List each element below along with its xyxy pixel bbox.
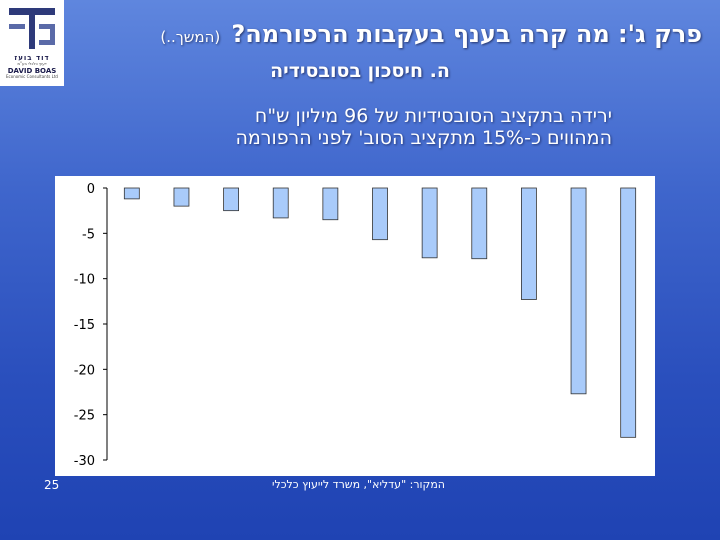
title-continued: (המשך..) [160, 28, 221, 46]
bar-10 [570, 187, 587, 395]
description: ירידה בתקציב הסובסידיות של 96 מיליון ש"ח… [235, 105, 612, 149]
logo-sub-en: Economic Consultants Ltd [6, 73, 58, 79]
company-logo: דוד בועז ייעוץ כלכלי בע"מ DAVID BOAS Eco… [0, 0, 64, 86]
y-tick-label: -15 [74, 318, 95, 333]
page-number: 25 [44, 478, 60, 492]
logo-name-en: DAVID BOAS [7, 66, 57, 75]
bar-11 [620, 187, 637, 438]
bar-9 [521, 187, 537, 300]
bar-5 [322, 187, 339, 221]
y-tick-label: -25 [74, 409, 95, 424]
description-line-1: ירידה בתקציב הסובסידיות של 96 מיליון ש"ח [254, 105, 612, 127]
subsidy-bar-chart: 0 -5 -10 -15 -20 -25 -30 [55, 176, 655, 476]
y-tick-label: -20 [74, 363, 95, 378]
bar-6 [372, 187, 388, 241]
y-tick-label: 0 [87, 182, 95, 197]
bar-4 [272, 187, 289, 219]
title-line: פרק ג': מה קרה בענף בעקבות הרפורמה? (המש… [160, 20, 702, 48]
bar-2 [173, 187, 190, 207]
y-tick-label: -5 [82, 227, 95, 242]
plot-background [55, 176, 655, 476]
bar-1 [123, 187, 140, 200]
description-line-2: המהווים כ-15% מתקציב הסוב' לפני הרפורמה [235, 127, 612, 149]
page-title: פרק ג': מה קרה בענף בעקבות הרפורמה? [231, 20, 702, 48]
logo-sub-he: ייעוץ כלכלי בע"מ [17, 61, 47, 67]
y-tick-label: -30 [74, 454, 95, 469]
logo-name-he: דוד בועז [14, 54, 50, 62]
y-tick-label: -10 [74, 273, 95, 288]
bar-7 [421, 187, 438, 259]
logo-mark-icon [9, 8, 55, 49]
page-subtitle: ה. חיסכון בסובסידיה [270, 60, 450, 82]
bar-8 [471, 187, 488, 260]
source-note: המקור: "עדליא", משרד לייעוץ כלכלי [272, 478, 445, 491]
bar-3 [223, 187, 239, 212]
